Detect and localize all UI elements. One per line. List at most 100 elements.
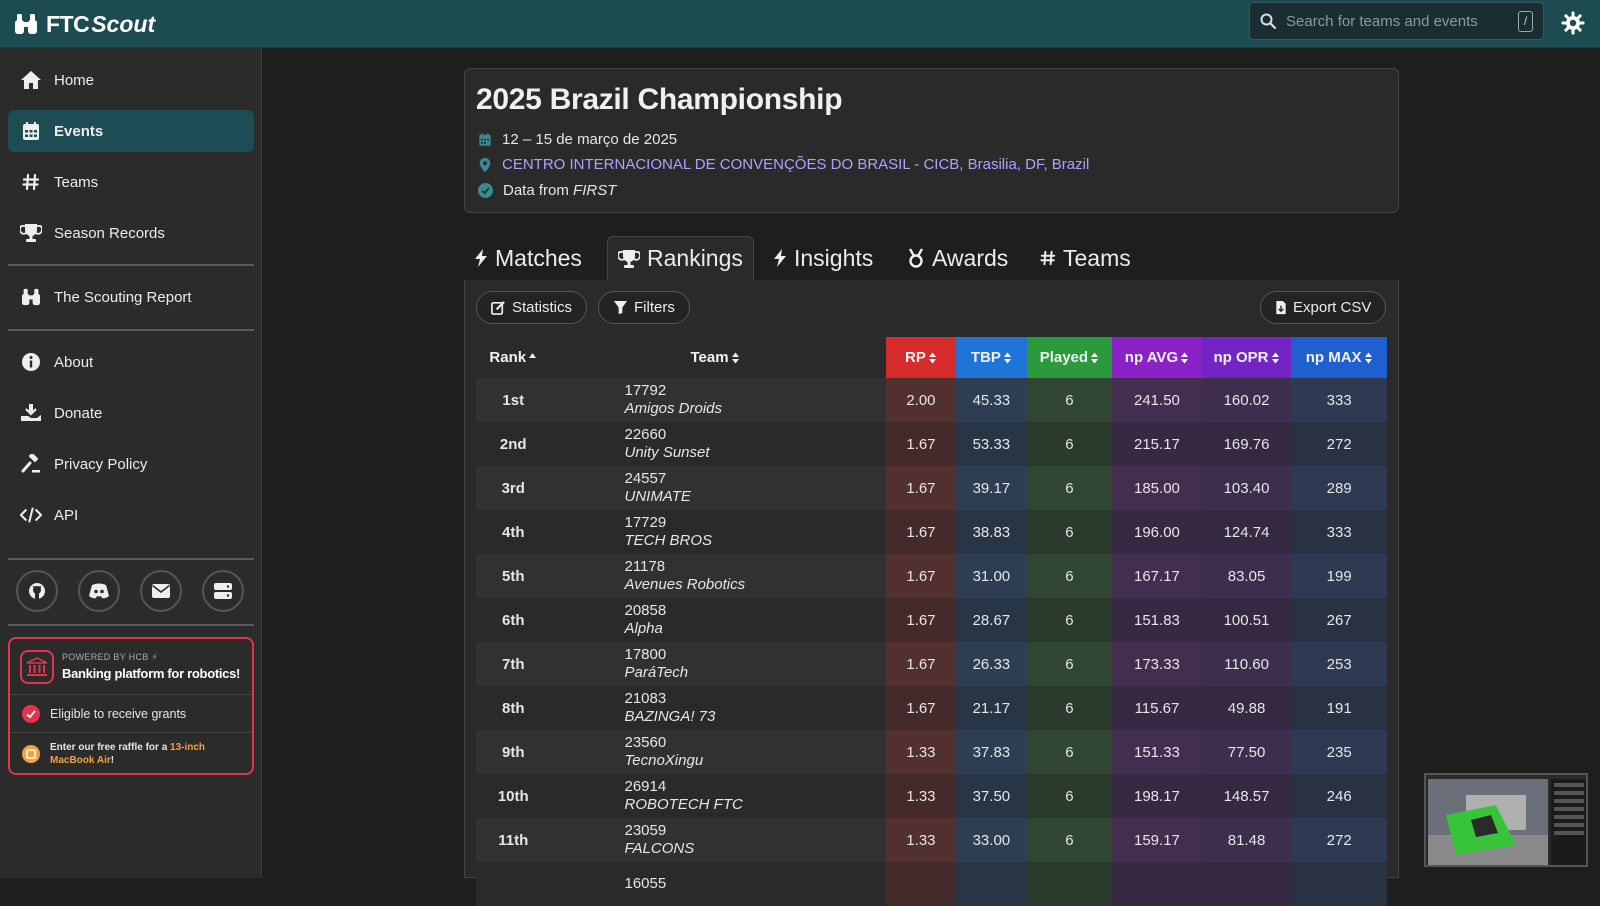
rp-cell: 1.67 xyxy=(885,466,957,510)
video-preview-thumbnail[interactable] xyxy=(1424,773,1588,867)
search-box[interactable]: / xyxy=(1249,2,1544,40)
table-row[interactable]: 2nd 22660 Unity Sunset 1.67 53.33 6 215.17 169.… xyxy=(476,422,1387,466)
team-cell[interactable]: 23560 TecnoXingu xyxy=(550,730,886,774)
status-link[interactable] xyxy=(202,570,244,612)
table-row[interactable]: 16055 xyxy=(476,862,1387,906)
npopr-cell: 103.40 xyxy=(1201,466,1292,510)
tbp-cell: 21.17 xyxy=(956,686,1027,730)
tab-matches[interactable]: Matches xyxy=(464,236,592,280)
sidebar-item-about[interactable]: About xyxy=(8,341,254,383)
played-cell: 6 xyxy=(1026,466,1113,510)
sort-icon xyxy=(1003,352,1011,364)
table-row[interactable]: 9th 23560 TecnoXingu 1.33 37.83 6 151.33 77.50 2… xyxy=(476,730,1387,774)
team-cell[interactable]: 16055 xyxy=(550,862,886,906)
npmax-cell: 199 xyxy=(1291,554,1387,598)
rankings-table-body: 1st 17792 Amigos Droids 2.00 45.33 6 241.50 160… xyxy=(476,378,1387,906)
bolt-icon xyxy=(774,249,786,267)
tbp-cell xyxy=(956,862,1027,906)
team-name: Amigos Droids xyxy=(624,400,723,417)
col-header-team[interactable]: Team xyxy=(550,337,885,378)
team-cell[interactable]: 22660 Unity Sunset xyxy=(550,422,886,466)
team-cell[interactable]: 17792 Amigos Droids xyxy=(550,378,886,422)
tab-awards[interactable]: Awards xyxy=(897,236,1018,280)
calendar-icon xyxy=(479,133,491,146)
npmax-cell: 272 xyxy=(1291,818,1387,862)
npavg-cell: 198.17 xyxy=(1112,774,1202,818)
event-location-link[interactable]: CENTRO INTERNACIONAL DE CONVENÇÕES DO BR… xyxy=(478,156,1089,173)
rank-cell: 7th xyxy=(476,642,551,686)
played-cell: 6 xyxy=(1026,422,1113,466)
theme-toggle-button[interactable] xyxy=(1558,8,1588,38)
npavg-cell: 173.33 xyxy=(1112,642,1202,686)
rank-cell: 3rd xyxy=(476,466,551,510)
table-row[interactable]: 11th 23059 FALCONS 1.33 33.00 6 159.17 81.48 272 xyxy=(476,818,1387,862)
team-cell[interactable]: 21083 BAZINGA! 73 xyxy=(550,686,886,730)
npavg-cell: 215.17 xyxy=(1112,422,1202,466)
sidebar-item-home[interactable]: Home xyxy=(8,59,254,101)
team-cell[interactable]: 21178 Avenues Robotics xyxy=(550,554,886,598)
team-cell[interactable]: 17729 TECH BROS xyxy=(550,510,886,554)
sidebar-item-teams[interactable]: Teams xyxy=(8,161,254,203)
filters-button[interactable]: Filters xyxy=(598,291,690,324)
map-pin-icon xyxy=(479,157,491,172)
team-number: 17729 xyxy=(624,514,667,531)
col-header-np-max[interactable]: np MAX xyxy=(1291,337,1387,378)
col-header-rp[interactable]: RP xyxy=(885,337,957,378)
search-input[interactable] xyxy=(1286,12,1518,30)
tab-teams[interactable]: Teams xyxy=(1030,236,1141,280)
hash-icon xyxy=(22,173,40,191)
team-name: Unity Sunset xyxy=(624,444,710,461)
sidebar-item-season-records[interactable]: Season Records xyxy=(8,212,254,254)
discord-link[interactable] xyxy=(78,570,120,612)
edit-icon xyxy=(491,301,505,315)
played-cell: 6 xyxy=(1026,730,1113,774)
github-link[interactable] xyxy=(16,570,58,612)
table-row[interactable]: 8th 21083 BAZINGA! 73 1.67 21.17 6 115.67 49.88… xyxy=(476,686,1387,730)
sidebar-item-label: Donate xyxy=(54,404,103,422)
col-header-np-opr[interactable]: np OPR xyxy=(1201,337,1292,378)
table-row[interactable]: 10th 26914 ROBOTECH FTC 1.33 37.50 6 198.17 148… xyxy=(476,774,1387,818)
ftcscout-logo[interactable]: FTC Scout xyxy=(14,9,155,39)
team-cell[interactable]: 20858 Alpha xyxy=(550,598,886,642)
team-cell[interactable]: 24557 UNIMATE xyxy=(550,466,886,510)
sidebar-item-api[interactable]: API xyxy=(8,494,254,536)
table-row[interactable]: 5th 21178 Avenues Robotics 1.67 31.00 6 167.17… xyxy=(476,554,1387,598)
binoculars-icon xyxy=(22,288,40,306)
tab-insights[interactable]: Insights xyxy=(763,236,883,280)
table-row[interactable]: 4th 17729 TECH BROS 1.67 38.83 6 196.00 124.74 3… xyxy=(476,510,1387,554)
team-number: 21178 xyxy=(624,558,666,575)
col-header-np-avg[interactable]: np AVG xyxy=(1112,337,1202,378)
team-cell[interactable]: 23059 FALCONS xyxy=(550,818,886,862)
calendar-icon xyxy=(23,122,39,140)
video-frame-image xyxy=(1426,775,1586,865)
table-row[interactable]: 7th 17800 ParáTech 1.67 26.33 6 173.33 110.60 25… xyxy=(476,642,1387,686)
npmax-cell: 235 xyxy=(1291,730,1387,774)
export-csv-button[interactable]: Export CSV xyxy=(1260,291,1387,324)
table-row[interactable]: 1st 17792 Amigos Droids 2.00 45.33 6 241.50 160… xyxy=(476,378,1387,422)
statistics-button[interactable]: Statistics xyxy=(476,291,588,324)
email-link[interactable] xyxy=(140,570,182,612)
rank-cell: 1st xyxy=(476,378,551,422)
sidebar-item-label: The Scouting Report xyxy=(54,288,192,306)
table-row[interactable]: 6th 20858 Alpha 1.67 28.67 6 151.83 100.51 267 xyxy=(476,598,1387,642)
npopr-cell: 83.05 xyxy=(1201,554,1292,598)
col-header-played[interactable]: Played xyxy=(1026,337,1113,378)
tbp-cell: 31.00 xyxy=(956,554,1027,598)
sidebar-item-events[interactable]: Events xyxy=(8,110,254,152)
npavg-cell: 151.83 xyxy=(1112,598,1202,642)
npopr-cell: 49.88 xyxy=(1201,686,1292,730)
npmax-cell: 246 xyxy=(1291,774,1387,818)
tab-rankings[interactable]: Rankings xyxy=(607,236,754,280)
table-row[interactable]: 3rd 24557 UNIMATE 1.67 39.17 6 185.00 103.40 289 xyxy=(476,466,1387,510)
info-icon xyxy=(22,353,40,371)
sidebar-item-scouting-report[interactable]: The Scouting Report xyxy=(8,276,254,318)
col-header-rank[interactable]: Rank xyxy=(476,337,550,378)
sidebar-item-privacy-policy[interactable]: Privacy Policy xyxy=(8,443,254,485)
hcb-sponsor-card[interactable]: POWERED BY HCB ⚡ Banking platform for ro… xyxy=(8,637,254,775)
col-header-tbp[interactable]: TBP xyxy=(956,337,1027,378)
sidebar-item-label: Teams xyxy=(54,173,99,191)
bolt-icon xyxy=(475,249,487,267)
team-cell[interactable]: 26914 ROBOTECH FTC xyxy=(550,774,886,818)
team-cell[interactable]: 17800 ParáTech xyxy=(550,642,886,686)
sidebar-item-donate[interactable]: Donate xyxy=(8,392,254,434)
